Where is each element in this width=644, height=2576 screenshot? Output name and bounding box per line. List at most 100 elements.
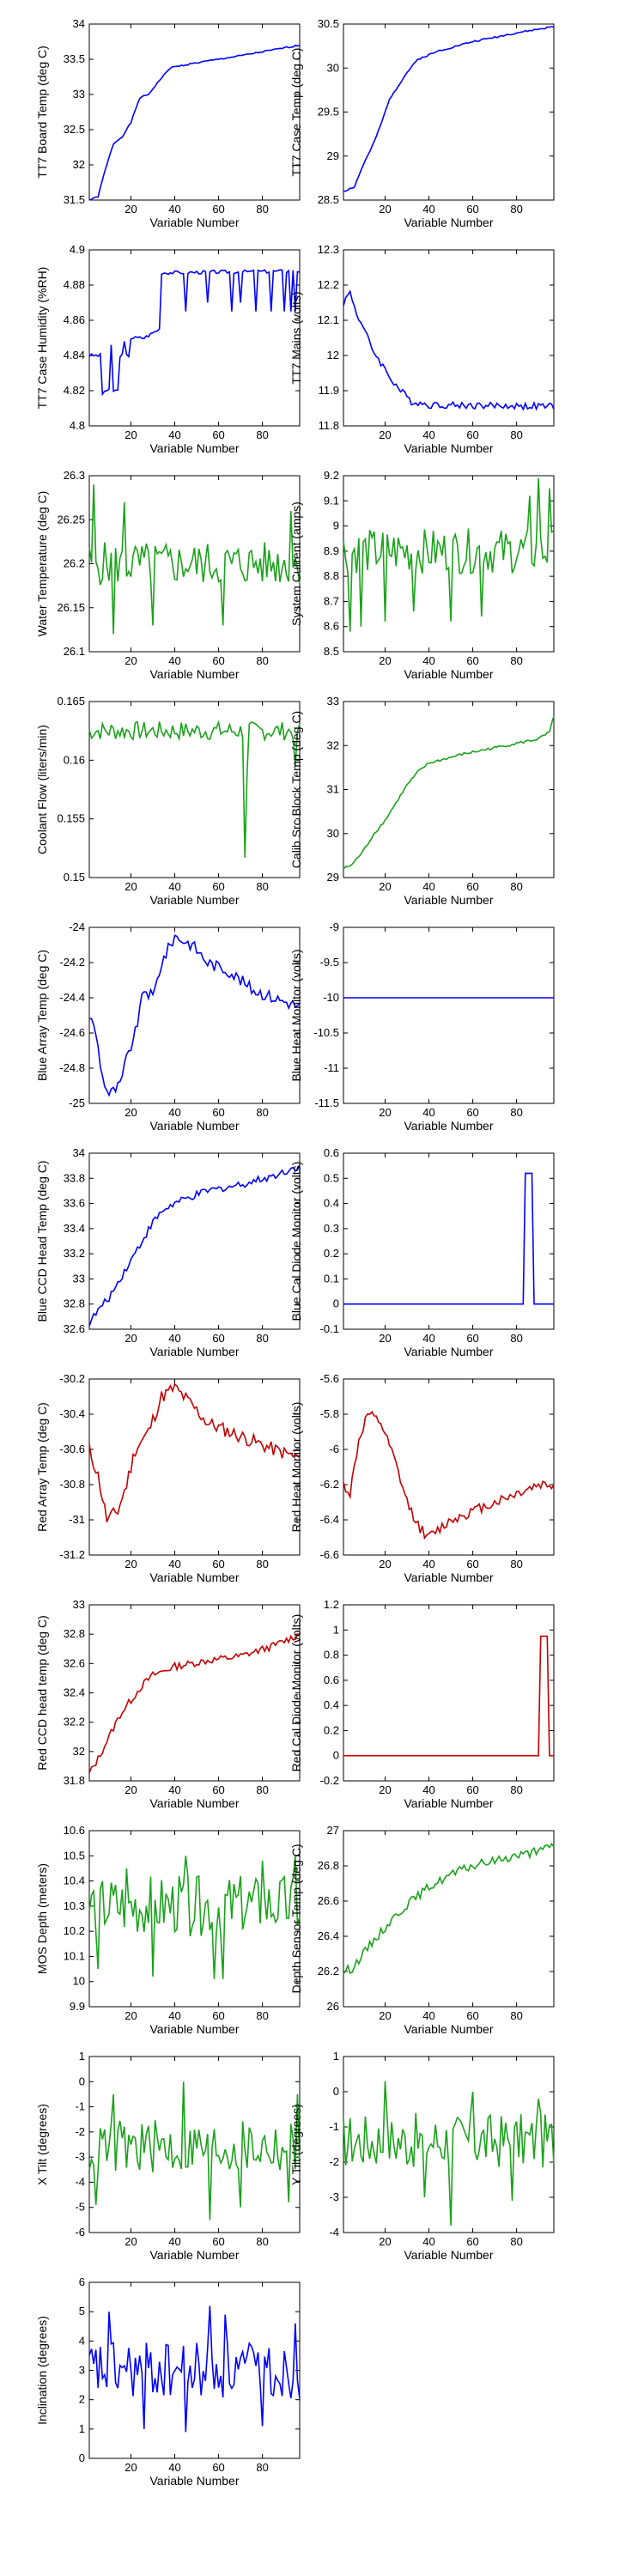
y-tick-label: -30.6 (59, 1443, 85, 1455)
y-axis-label: Water Temperature (deg C) (35, 491, 49, 637)
data-line (88, 1856, 301, 1979)
y-tick-label: 28.5 (318, 193, 339, 206)
y-tick-label: 0.155 (57, 812, 85, 825)
data-line (88, 1164, 301, 1327)
x-tick-label: 80 (256, 654, 268, 667)
y-tick-label: 1 (333, 1623, 339, 1636)
y-tick-label: 4.8 (70, 419, 85, 432)
y-tick-label: 1 (79, 2422, 85, 2435)
y-tick-label: -11 (324, 1061, 339, 1074)
axes-box (88, 927, 301, 1104)
x-tick-label: 60 (466, 203, 478, 216)
y-tick-label: 26.8 (318, 1859, 339, 1872)
y-tick-label: 0.6 (324, 1674, 339, 1686)
x-tick-label: 20 (379, 1106, 391, 1119)
y-tick-label: 32.2 (64, 1716, 85, 1728)
y-tick-label: 31.8 (64, 1774, 85, 1787)
y-tick-label: 6 (79, 2275, 85, 2288)
x-tick-label: 80 (510, 1106, 522, 1119)
x-tick-label: 20 (125, 880, 137, 893)
x-tick-label: 80 (256, 1783, 268, 1796)
x-tick-label: 40 (168, 654, 180, 667)
y-tick-label: 26.4 (318, 1929, 339, 1942)
y-tick-label: 4.88 (64, 278, 85, 291)
y-tick-label: 4.9 (70, 243, 85, 256)
y-tick-label: 33.5 (64, 52, 85, 65)
x-tick-label: 60 (466, 1332, 478, 1345)
y-tick-label: 10.6 (64, 1824, 85, 1837)
y-tick-label: 0.2 (324, 1723, 339, 1736)
x-tick-label: 60 (212, 203, 224, 216)
subplot-11: 20 40 60 80 32.6 32.8 33 33.2 33.4 33.6 33.8 34 Vari… (35, 1146, 301, 1358)
subplot-3: 20 40 60 80 4.8 4.82 4.84 4.86 4.88 4.9 Variable N… (35, 243, 301, 455)
x-tick-label: 20 (125, 203, 137, 216)
subplot-17: 20 40 60 80 9.9 10 10.1 10.2 10.3 10.4 10.5 10.6 Var… (35, 1824, 301, 2036)
y-tick-label: 0 (79, 2075, 85, 2087)
y-tick-label: -6 (75, 2226, 85, 2239)
y-tick-label: 0 (333, 2085, 339, 2098)
y-axis-label: Red Heat Monitor (volts) (289, 1402, 303, 1533)
y-axis-label: TT7 Board Temp (deg C) (35, 46, 49, 179)
y-tick-label: 8.7 (324, 594, 339, 607)
x-tick-label: 40 (168, 1332, 180, 1345)
x-tick-label: 20 (379, 2235, 391, 2248)
x-tick-label: 80 (510, 654, 522, 667)
x-tick-label: 20 (125, 654, 137, 667)
y-tick-label: 1.2 (324, 1598, 339, 1611)
x-tick-label: 80 (256, 880, 268, 893)
x-tick-label: 80 (510, 1783, 522, 1796)
x-axis-label: Variable Number (149, 1345, 239, 1358)
y-tick-label: 5 (79, 2305, 85, 2318)
y-tick-label: 3 (79, 2364, 85, 2377)
data-line (88, 934, 301, 1097)
x-axis-label: Variable Number (149, 1571, 239, 1584)
y-tick-label: -2 (75, 2125, 85, 2138)
y-axis-label: TT7 Case Temp (deg C) (289, 48, 303, 177)
x-tick-label: 20 (125, 1558, 137, 1571)
x-axis-label: Variable Number (404, 2248, 493, 2262)
y-tick-label: 32 (327, 738, 339, 751)
x-tick-label: 20 (125, 428, 137, 441)
x-tick-label: 40 (168, 203, 180, 216)
axes-box (88, 23, 301, 201)
data-line (88, 44, 301, 201)
x-axis-label: Variable Number (149, 2248, 239, 2262)
x-tick-label: 80 (510, 1558, 522, 1571)
subplot-9: 20 40 60 80 -25 -24.8 -24.6 -24.4 -24.2 -24 Variab… (35, 920, 301, 1133)
y-tick-label: 30 (327, 827, 339, 840)
x-tick-label: 40 (422, 1558, 434, 1571)
subplot-14: 20 40 60 80 -6.6 -6.4 -6.2 -6 -5.8 -5.6 Variable N… (289, 1372, 555, 1584)
y-axis-label: Inclination (degrees) (35, 2316, 49, 2425)
y-axis-label: Red CCD head temp (deg C) (35, 1615, 49, 1771)
x-tick-label: 40 (422, 1783, 434, 1796)
y-tick-label: 0.2 (324, 1247, 339, 1260)
y-axis-label: System Current (amps) (289, 501, 303, 626)
y-tick-label: 10.1 (64, 1949, 85, 1962)
y-tick-label: -4 (329, 2226, 339, 2239)
x-axis-label: Variable Number (149, 1119, 239, 1133)
axes-box (343, 1152, 555, 1330)
y-tick-label: 0 (79, 2451, 85, 2464)
y-tick-label: -24.4 (59, 991, 85, 1004)
y-tick-label: 11.8 (319, 419, 339, 432)
x-tick-label: 40 (168, 1783, 180, 1796)
y-tick-label: -30.8 (59, 1478, 85, 1491)
y-tick-label: -24.6 (59, 1026, 85, 1039)
subplot-21: 20 40 60 80 0 1 2 3 4 5 6 Variable Number Inclinatio… (35, 2275, 301, 2488)
y-tick-label: 26.2 (64, 557, 85, 570)
x-axis-label: Variable Number (149, 2022, 239, 2036)
y-tick-label: -6.2 (320, 1478, 339, 1491)
y-tick-label: 2 (79, 2393, 85, 2406)
y-tick-label: 12.2 (318, 278, 339, 291)
x-tick-label: 20 (125, 2009, 137, 2022)
y-tick-label: 0.15 (64, 871, 85, 884)
x-axis-label: Variable Number (149, 1796, 239, 1810)
y-tick-label: 33 (73, 1598, 85, 1611)
data-line (343, 1172, 554, 1305)
y-tick-label: 8.5 (324, 645, 339, 658)
axes-box (343, 1830, 555, 2008)
y-axis-label: X Tilt (degrees) (35, 2104, 49, 2185)
y-tick-label: 26.25 (57, 513, 85, 526)
x-tick-label: 20 (379, 2009, 391, 2022)
